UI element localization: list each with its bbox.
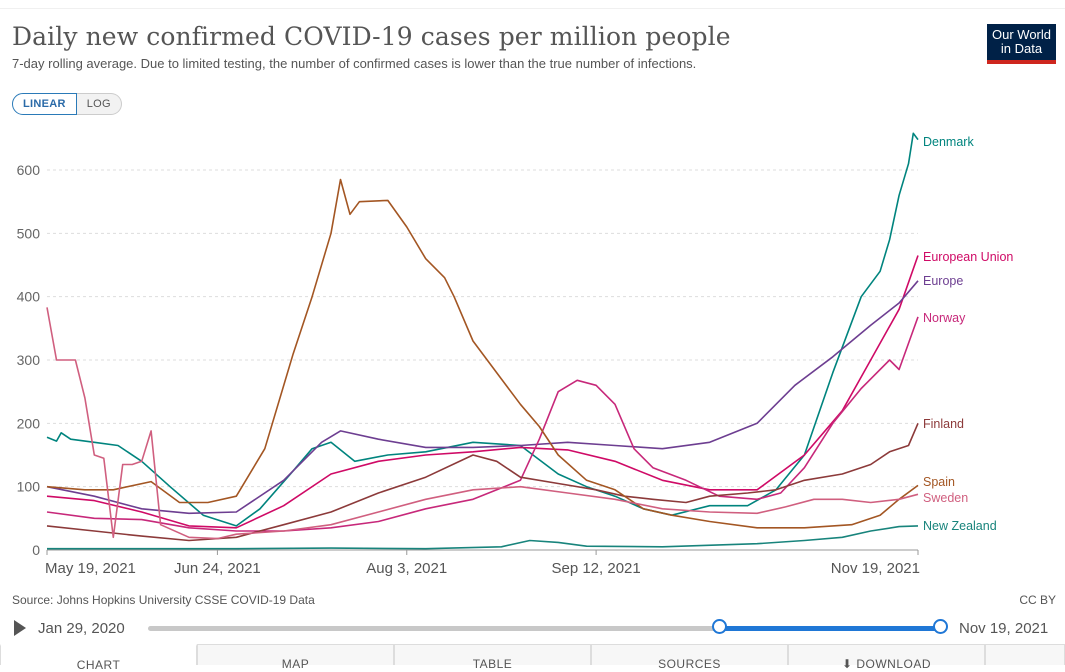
timeline-end-handle[interactable] [933,619,948,634]
tab-table[interactable]: TABLE [394,644,591,671]
timeline-end-date: Nov 19, 2021 [959,620,1049,637]
series-label: Norway [923,311,966,325]
y-tick-label: 300 [17,352,41,368]
chart-title: Daily new confirmed COVID-19 cases per m… [12,22,731,51]
x-axis: May 19, 2021 Jun 24, 2021 Aug 3, 2021 Sep 1… [45,549,920,577]
timeline-start-handle[interactable] [712,619,727,634]
x-tick-label: Jun 24, 2021 [174,560,261,577]
source-note: Source: Johns Hopkins University CSSE CO… [12,593,315,607]
top-border [0,0,1065,9]
license-label[interactable]: CC BY [1019,593,1056,607]
y-tick-label: 400 [17,289,41,305]
series-line-finland [46,422,919,542]
y-tick-label: 0 [32,542,40,558]
tab-sources[interactable]: SOURCES [591,644,788,671]
linear-button[interactable]: LINEAR [12,93,77,115]
timeline-track[interactable] [148,626,941,631]
series-line-spain [46,178,919,529]
play-icon[interactable] [14,620,26,636]
logo-red-bar [987,60,1056,64]
series-line-european-union [46,255,919,529]
logo-line-2: in Data [1000,41,1043,56]
series-line-denmark [46,132,919,527]
timeline-start-date: Jan 29, 2020 [38,620,125,637]
tab-map[interactable]: MAP [197,644,394,671]
y-tick-label: 600 [17,162,41,178]
tab-download[interactable]: ⬇ DOWNLOAD [788,644,985,671]
x-tick-label: Sep 12, 2021 [551,560,640,577]
log-button[interactable]: LOG [76,93,122,115]
series-line-norway [46,316,919,532]
series-label: Europe [923,274,963,288]
y-axis-labels: 0 100 200 300 400 500 600 [17,162,41,558]
series-label: Sweden [923,491,968,505]
series-line-new-zealand [47,525,919,550]
y-tick-label: 200 [17,415,41,431]
timeline-selected-range [719,626,941,631]
grid-lines [47,169,918,488]
y-tick-label: 500 [17,225,41,241]
series-line-sweden [46,307,919,540]
x-tick-label: May 19, 2021 [45,560,136,577]
series-line-europe [46,280,919,515]
chart-subtitle: 7-day rolling average. Due to limited te… [12,56,697,71]
series-label: Finland [923,417,964,431]
series-labels: Denmark European Union Europe Norway Finland… [923,135,1013,533]
series-label: Spain [923,475,955,489]
scale-toggle: LINEAR LOG [12,93,122,115]
series-label: New Zealand [923,519,997,533]
series-label: Denmark [923,135,974,149]
line-chart: 0 100 200 300 400 500 600 May 19, 2021 Jun 24, … [17,132,1013,577]
series-label: European Union [923,250,1013,264]
y-tick-label: 100 [17,479,41,495]
tab-chart[interactable]: CHART [0,644,197,672]
tab-bar: CHART MAP TABLE SOURCES ⬇ DOWNLOAD [0,644,1065,672]
series-lines [46,132,919,550]
x-tick-label: Nov 19, 2021 [831,560,920,577]
owid-logo[interactable]: Our World in Data [987,24,1056,64]
share-icon[interactable] [985,644,1065,665]
timeline: Jan 29, 2020 Nov 19, 2021 [0,612,1065,644]
x-tick-label: Aug 3, 2021 [366,560,447,577]
logo-line-1: Our World [992,27,1051,42]
